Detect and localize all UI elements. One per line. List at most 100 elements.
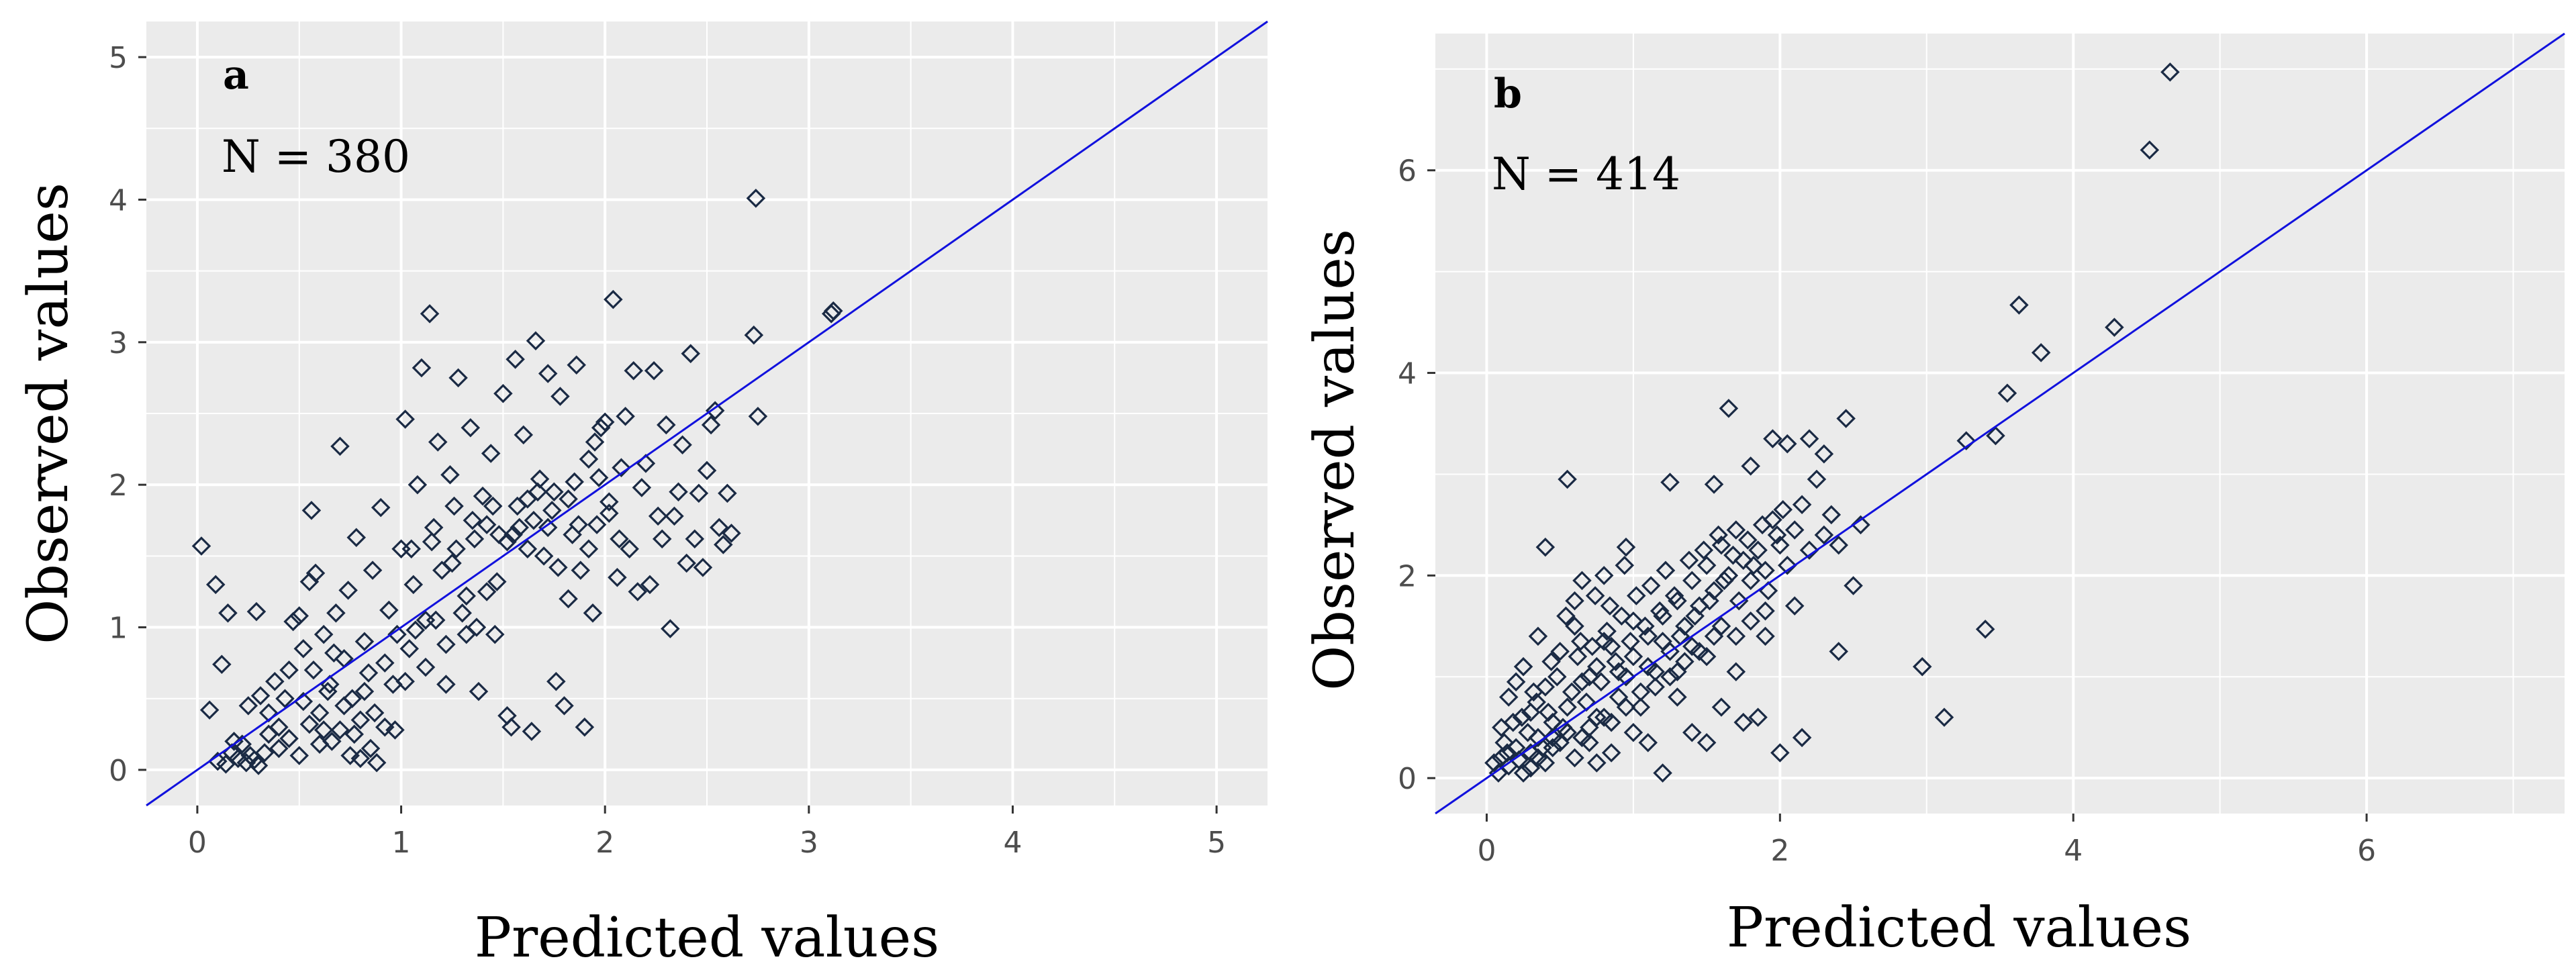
- data-point: [632, 478, 652, 497]
- data-point: [604, 289, 623, 309]
- data-point: [1792, 495, 1812, 514]
- data-point: [305, 563, 326, 583]
- data-point: [1675, 616, 1695, 636]
- y-tick-label: 2: [109, 469, 128, 503]
- data-point: [1851, 515, 1870, 535]
- data-point: [1763, 429, 1782, 448]
- data-point: [1543, 738, 1563, 758]
- data-point: [599, 503, 619, 523]
- data-point: [238, 696, 258, 716]
- data-point: [436, 675, 456, 694]
- data-point: [346, 528, 367, 548]
- data-point: [1612, 606, 1631, 626]
- scatter-panel-b: 0 2 4 6 0 2 4 6 b N = 414 Predicted values Obs…: [1303, 32, 2565, 960]
- data-point: [1653, 763, 1672, 783]
- data-point: [246, 601, 267, 622]
- data-point: [612, 458, 631, 477]
- data-point: [628, 582, 648, 601]
- data-point: [599, 492, 619, 511]
- data-point: [610, 529, 629, 549]
- data-point: [1726, 520, 1746, 540]
- data-point: [551, 387, 570, 406]
- data-point: [406, 620, 426, 640]
- data-point: [371, 497, 391, 518]
- data-point: [709, 518, 729, 538]
- data-point: [1777, 434, 1797, 454]
- data-point: [485, 624, 505, 644]
- data-point: [714, 535, 733, 554]
- identity-line: [1435, 32, 2565, 815]
- data-point: [440, 465, 460, 485]
- data-point: [1682, 723, 1702, 742]
- data-point: [395, 671, 415, 691]
- data-point: [1726, 662, 1746, 681]
- data-point: [1685, 606, 1705, 626]
- data-point: [1535, 753, 1556, 773]
- data-point: [1616, 697, 1636, 717]
- data-point: [569, 515, 588, 534]
- data-point: [620, 539, 639, 559]
- data-point: [538, 518, 558, 538]
- data-point: [669, 482, 688, 502]
- x-tick-label: 4: [1003, 826, 1022, 860]
- data-point: [350, 710, 371, 730]
- data-point: [1748, 540, 1768, 560]
- data-point: [1615, 556, 1635, 575]
- data-point: [1558, 697, 1577, 717]
- data-point: [665, 506, 684, 526]
- data-point: [401, 539, 421, 559]
- data-point: [565, 472, 584, 492]
- data-point: [589, 468, 609, 487]
- data-point: [448, 368, 468, 388]
- data-point: [461, 418, 481, 438]
- data-point: [1587, 753, 1607, 773]
- data-point: [330, 436, 350, 456]
- data-point: [463, 511, 483, 530]
- identity-line: [146, 20, 1268, 807]
- data-point: [1558, 469, 1577, 489]
- data-point: [583, 603, 603, 623]
- data-point: [1934, 707, 1954, 727]
- data-point: [559, 489, 578, 509]
- sample-size-b: N = 414: [1492, 148, 1680, 200]
- data-point: [748, 406, 768, 426]
- data-point: [652, 529, 672, 549]
- data-point: [1601, 743, 1621, 763]
- data-point: [403, 575, 424, 595]
- data-point: [1568, 646, 1588, 667]
- data-point: [1494, 733, 1514, 752]
- data-point: [673, 435, 692, 454]
- data-point: [1756, 626, 1775, 646]
- data-point: [567, 355, 586, 375]
- data-point: [616, 406, 635, 426]
- data-point: [1512, 707, 1532, 727]
- y-tick-labels-a: 0 1 2 3 4 5: [109, 41, 146, 788]
- data-point: [375, 653, 395, 673]
- y-tick-label: 6: [1398, 154, 1417, 189]
- data-point: [344, 724, 364, 744]
- data-point: [1509, 750, 1529, 770]
- data-points-a: [191, 189, 843, 775]
- data-point: [426, 610, 446, 630]
- data-point: [744, 325, 764, 345]
- data-point: [1799, 429, 1819, 448]
- data-point: [469, 681, 489, 701]
- panel-label-a: a: [223, 52, 249, 99]
- data-point: [1484, 753, 1504, 773]
- y-tick-label: 0: [109, 754, 128, 788]
- data-point: [546, 671, 566, 691]
- data-point: [1594, 707, 1614, 727]
- data-point: [2140, 140, 2160, 160]
- x-tick-label: 2: [1770, 834, 1789, 868]
- y-tick-label: 2: [1398, 559, 1417, 593]
- reference-line-b: [1435, 32, 2565, 815]
- data-point: [1623, 723, 1643, 742]
- data-point: [1597, 622, 1617, 641]
- data-point: [1814, 444, 1834, 464]
- data-point: [350, 748, 371, 769]
- data-point: [1518, 723, 1537, 742]
- data-point: [1715, 571, 1734, 591]
- data-point: [1660, 473, 1680, 492]
- data-point: [303, 660, 324, 680]
